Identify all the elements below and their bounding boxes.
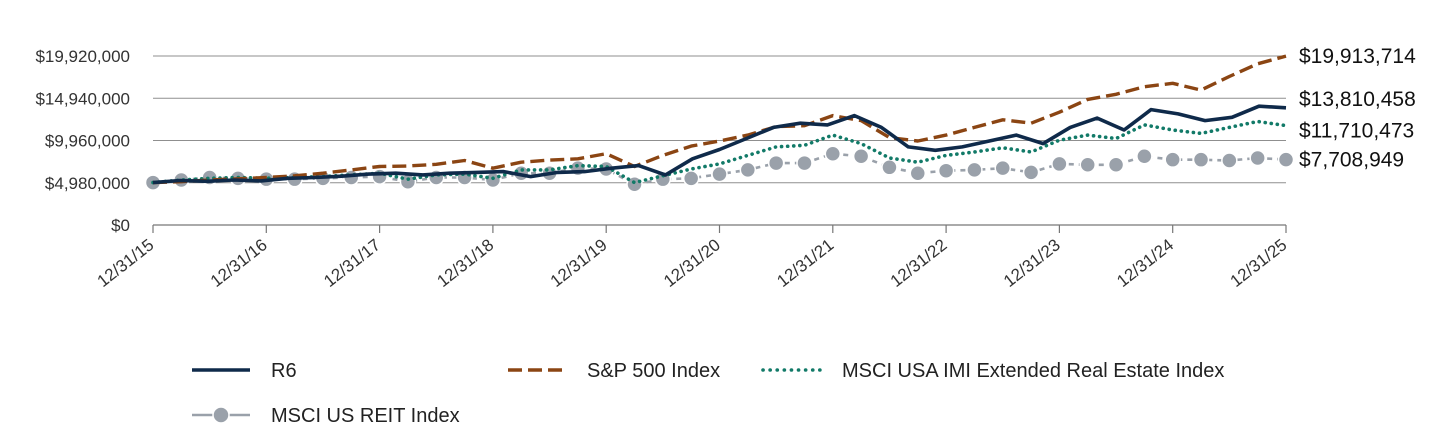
series-lines xyxy=(144,54,1295,193)
end-label-0: $13,810,458 xyxy=(1299,88,1416,111)
reit-data-point xyxy=(767,154,785,172)
reit-data-point xyxy=(682,170,700,187)
reit-data-point xyxy=(909,164,927,182)
reit-data-point xyxy=(1051,155,1068,173)
reit-data-point xyxy=(371,168,388,185)
x-tick-label: 12/31/20 xyxy=(660,235,724,291)
legend-label-2: MSCI USA IMI Extended Real Estate Index xyxy=(842,360,1224,382)
reit-data-point xyxy=(966,161,983,179)
reit-data-point xyxy=(1079,156,1096,174)
reit-data-point xyxy=(881,159,898,176)
reit-data-point xyxy=(739,161,757,179)
reit-data-point xyxy=(1164,151,1181,168)
x-tick-label: 12/31/25 xyxy=(1227,235,1291,291)
reit-data-point xyxy=(1221,152,1238,169)
x-tick-label: 12/31/19 xyxy=(547,235,611,291)
reit-data-point xyxy=(1277,151,1295,168)
reit-data-point xyxy=(994,159,1011,177)
reit-data-point xyxy=(711,165,728,183)
legend-label-3: MSCI US REIT Index xyxy=(271,405,460,427)
reit-data-point xyxy=(796,154,813,172)
x-tick-label: 12/31/21 xyxy=(773,235,837,291)
reit-data-point xyxy=(824,145,842,162)
y-tick-label: $19,920,000 xyxy=(35,47,130,66)
x-axis-ticks: 12/31/15 12/31/16 12/31/17 12/31/18 12/31/19… xyxy=(94,225,1291,291)
x-tick-label: 12/31/16 xyxy=(207,235,271,291)
gridlines xyxy=(153,55,1286,184)
legend: R6 S&P 500 Index MSCI USA IMI Extended Rea… xyxy=(192,360,1224,427)
reit-data-point xyxy=(937,162,955,179)
reit-data-point xyxy=(1022,164,1040,181)
reit-data-point xyxy=(852,148,870,165)
y-axis-ticks: $0 $4,980,000 $9,960,000 $14,940,000 $19,920… xyxy=(35,47,130,235)
reit-data-point xyxy=(1107,156,1125,174)
x-tick-label: 12/31/24 xyxy=(1113,235,1177,291)
x-tick-label: 12/31/22 xyxy=(887,235,951,291)
y-tick-label: $4,980,000 xyxy=(45,174,130,193)
end-label-2: $11,710,473 xyxy=(1299,120,1414,143)
x-tick-label: 12/31/15 xyxy=(94,235,158,291)
legend-label-0: R6 xyxy=(271,360,297,382)
end-label-3: $7,708,949 xyxy=(1299,149,1404,172)
series-line-0 xyxy=(152,104,1287,185)
y-tick-label: $14,940,000 xyxy=(35,89,130,108)
end-label-1: $19,913,714 xyxy=(1299,45,1416,68)
legend-marker xyxy=(212,406,230,424)
x-tick-label: 12/31/17 xyxy=(320,235,384,291)
y-tick-label: $0 xyxy=(111,216,130,235)
legend-label-1: S&P 500 Index xyxy=(587,360,720,382)
series-line-1 xyxy=(152,54,1287,185)
reit-data-point xyxy=(1249,149,1266,167)
y-tick-label: $9,960,000 xyxy=(45,132,130,151)
x-tick-label: 12/31/18 xyxy=(434,235,498,291)
reit-data-point xyxy=(1192,151,1210,168)
x-tick-label: 12/31/23 xyxy=(1000,235,1064,291)
reit-data-point xyxy=(1136,148,1153,165)
end-value-labels: $13,810,458 $19,913,714 $11,710,473 $7,708,… xyxy=(1299,45,1416,172)
